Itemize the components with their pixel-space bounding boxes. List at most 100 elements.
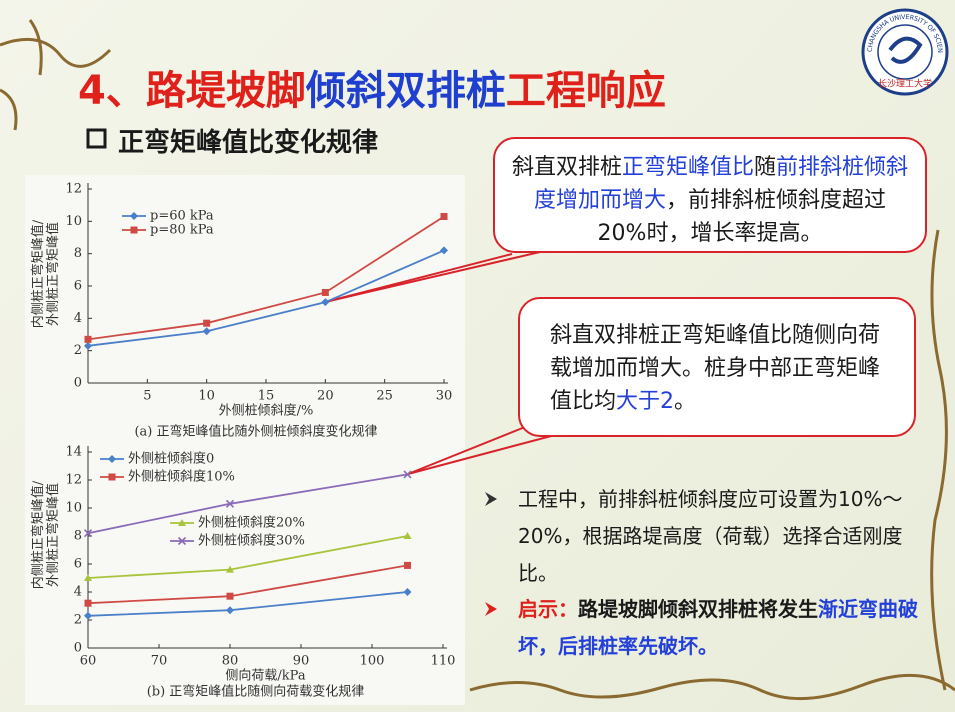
legend-label: 外侧桩倾斜度0: [128, 451, 214, 467]
y-axis-label: 内侧桩正弯矩峰值/外侧桩正弯矩峰值: [31, 480, 61, 590]
marker: [83, 529, 93, 538]
marker: [178, 519, 186, 526]
text-run: ，前排斜桩倾斜度超过20%时，增长率提高。: [597, 188, 887, 246]
bullet: 工程中，前排斜桩倾斜度应可设置为10%～20%，根据路堤高度（荷载）选择合适刚度…: [518, 481, 923, 592]
text-run: 倾斜双排桩: [305, 68, 506, 114]
text-run: 正弯矩峰值比: [621, 155, 754, 180]
section-heading: 正弯矩峰值比变化规律: [118, 128, 379, 158]
legend-label: 外侧桩倾斜度20%: [198, 515, 305, 531]
marker: [403, 588, 412, 596]
vine-decoration: [0, 19, 955, 701]
text-run: 渐近弯曲破坏，后排桩率先破坏。: [518, 597, 918, 658]
text-run: 工程中，前排斜桩倾斜度应可设置为10%～20%，根据路堤高度（荷载）选择合适刚度…: [518, 487, 903, 585]
x-axis-label: 外侧桩倾斜度/%: [219, 403, 314, 419]
marker: [226, 606, 234, 615]
x-tick-label: 15: [258, 389, 275, 404]
marker: [108, 473, 116, 481]
x-tick-label: 30: [436, 389, 453, 404]
y-tick-label: 2: [74, 613, 82, 628]
marker: [84, 341, 92, 350]
x-tick-label: 70: [151, 654, 168, 669]
logo-name: 长沙理工大学: [878, 78, 932, 90]
x-tick-label: 110: [431, 654, 456, 669]
marker: [440, 246, 448, 255]
marker: [404, 561, 411, 569]
y-tick-label: 8: [74, 246, 82, 261]
text-run: 斜直双排桩正弯矩峰值比随侧向荷载增加而增大。桩身中部正弯矩峰值比均: [550, 323, 881, 414]
legend-label: p=80 kPa: [150, 223, 214, 238]
x-tick-label: 5: [143, 389, 151, 404]
y-tick-label: 0: [74, 641, 82, 656]
marker: [108, 455, 116, 463]
text-run: 斜直双排桩: [511, 155, 622, 180]
callout: 斜直双排桩正弯矩峰值比随侧向荷载增加而增大。桩身中部正弯矩峰值比均大于2。: [518, 297, 916, 437]
marker: [84, 574, 92, 581]
bullet-icon: [485, 492, 497, 506]
text-run: 4、路堤坡脚: [78, 68, 306, 114]
legend-label: 外侧桩倾斜度30%: [198, 533, 305, 549]
bullet: 启示：路堤坡脚倾斜双排桩将发生渐近弯曲破坏，后排桩率先破坏。: [518, 591, 923, 665]
text-run: 。: [674, 389, 697, 414]
marker: [130, 226, 138, 234]
text-run: 路堤坡脚倾斜双排桩将发生: [578, 597, 818, 621]
logo-ring-text: CHANGSHA UNIVERSITY OF SCIENCE & TECHNOL…: [0, 0, 944, 53]
chart-panel: [25, 175, 465, 445]
marker: [84, 599, 92, 607]
legend-label: p=60 kPa: [150, 209, 214, 224]
y-axis-label: 内侧桩正弯矩峰值/外侧桩正弯矩峰值: [31, 219, 61, 329]
callout-pointer: [324, 251, 556, 475]
marker: [321, 298, 330, 307]
y-tick-label: 8: [74, 529, 82, 544]
callout: 斜直双排桩正弯矩峰值比随前排斜桩倾斜度增加而增大，前排斜桩倾斜度超过20%时，增…: [493, 137, 927, 253]
y-tick-label: 12: [65, 182, 82, 197]
marker: [226, 592, 234, 600]
y-tick-label: 2: [74, 343, 82, 358]
y-tick-label: 10: [65, 501, 82, 516]
y-tick-label: 10: [65, 214, 82, 229]
legend-label: 外侧桩倾斜度10%: [128, 469, 235, 485]
text-run: 大于2: [616, 389, 675, 414]
x-tick-label: 25: [376, 389, 393, 404]
x-tick-label: 10: [198, 389, 215, 404]
logo-ring-text: CHANGSHA UNIVERSITY OF SCIENCE & TECHNOL…: [0, 0, 944, 53]
marker: [225, 499, 235, 508]
caption: (b) 正弯矩峰值比随侧向荷载变化规律: [147, 684, 365, 700]
marker: [84, 611, 92, 620]
marker: [321, 288, 329, 296]
text-run: 前排斜桩倾斜度增加而增大: [533, 155, 909, 213]
x-tick-label: 20: [317, 389, 334, 404]
marker: [226, 565, 234, 573]
marker: [203, 319, 211, 327]
marker: [403, 532, 412, 539]
y-tick-label: 6: [74, 279, 82, 294]
series-line: [87, 249, 445, 347]
marker: [130, 212, 138, 220]
y-tick-label: 4: [74, 311, 82, 326]
y-tick-label: 14: [65, 445, 82, 460]
y-tick-label: 6: [74, 557, 82, 572]
slide-title: 4、路堤坡脚倾斜双排桩工程响应: [78, 58, 666, 116]
text-run: 启示：: [518, 597, 578, 621]
series-line: [87, 215, 445, 341]
marker: [202, 327, 211, 336]
bullet-icon: [485, 602, 497, 616]
chart-panel: [25, 443, 465, 705]
marker: [440, 212, 448, 220]
y-tick-label: 0: [74, 376, 82, 391]
text-run: 随: [754, 155, 777, 180]
marker: [177, 536, 187, 546]
y-tick-label: 4: [74, 585, 82, 600]
x-tick-label: 60: [80, 654, 97, 669]
marker: [403, 470, 412, 479]
x-axis-label: 侧向荷载/kPa: [225, 668, 305, 684]
y-tick-label: 12: [65, 473, 82, 488]
heading-icon: [86, 128, 107, 149]
x-tick-label: 80: [222, 654, 239, 669]
x-tick-label: 90: [293, 654, 310, 669]
caption: (a) 正弯矩峰值比随外侧桩倾斜度变化规律: [134, 424, 377, 440]
text-run: 工程响应: [505, 68, 666, 114]
x-tick-label: 100: [360, 654, 385, 669]
marker: [84, 335, 92, 343]
